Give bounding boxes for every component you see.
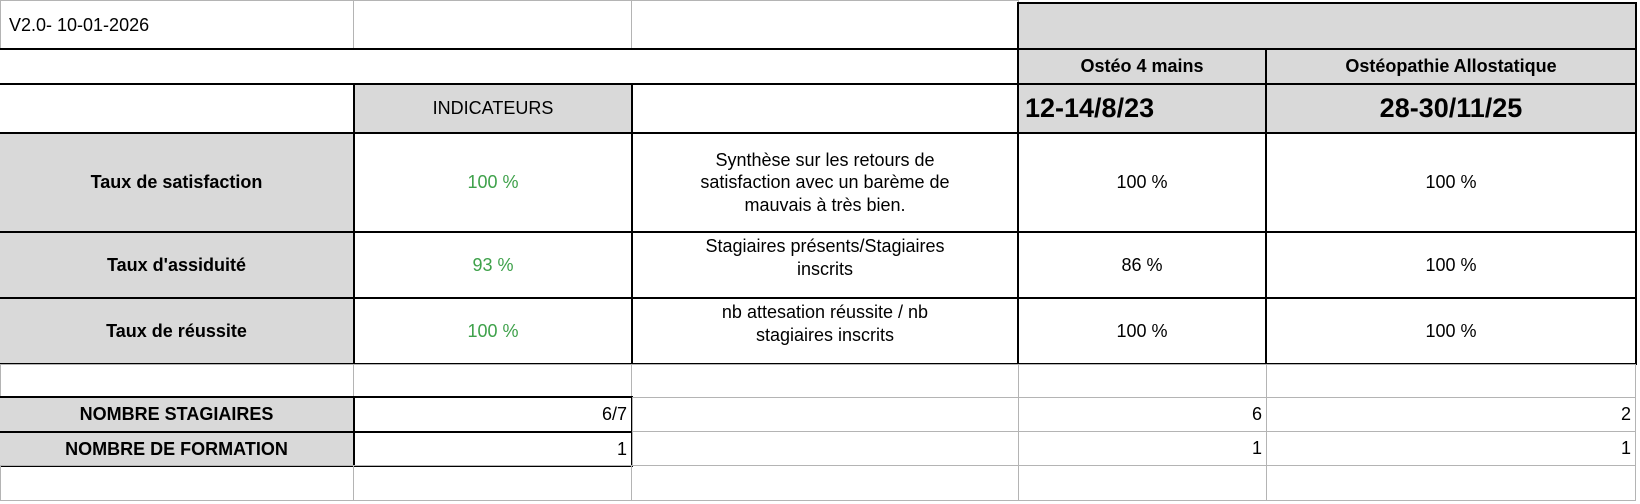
training-dates: 12-14/8/23 <box>1025 92 1155 123</box>
indicator-value: 93 % <box>472 254 514 275</box>
empty-cell[interactable] <box>632 431 1019 466</box>
version-cell[interactable]: V2.0- 10-01-2026 <box>0 0 354 50</box>
empty-cell[interactable] <box>0 83 355 134</box>
empty-cell[interactable] <box>1266 364 1636 398</box>
indicator-value: 100 % <box>467 172 519 193</box>
value-cell[interactable]: 1 <box>1018 431 1267 466</box>
value-cell[interactable]: 2 <box>1266 397 1636 432</box>
value-cell[interactable]: 100 % <box>1265 231 1637 299</box>
description-line: satisfaction avec un barème de <box>700 172 950 193</box>
value-cell[interactable]: 100 % <box>1265 132 1637 233</box>
training-dates: 28-30/11/25 <box>1379 92 1523 123</box>
empty-cell[interactable] <box>631 465 1019 501</box>
description-line: Synthèse sur les retours de <box>715 149 935 170</box>
value: 2 <box>1620 404 1631 425</box>
empty-cell[interactable] <box>631 83 1019 134</box>
value: 6 <box>1251 404 1262 425</box>
description-line: nb attesation réussite / nb <box>721 302 929 322</box>
empty-cell[interactable] <box>0 364 354 398</box>
row-label-cell[interactable]: Taux d'assiduité <box>0 231 355 299</box>
value-cell[interactable]: 100 % <box>1017 297 1267 365</box>
value: 100 % <box>1116 172 1168 193</box>
empty-cell[interactable] <box>353 364 632 398</box>
row-label-cell[interactable]: Taux de satisfaction <box>0 132 355 233</box>
value: 100 % <box>1425 172 1477 193</box>
header-merged-cell[interactable] <box>1017 2 1637 50</box>
value: 1 <box>1620 438 1631 459</box>
empty-cell[interactable] <box>1266 465 1636 501</box>
description-cell[interactable]: nb attesation réussite / nb stagiaires in… <box>631 297 1019 365</box>
training-name-cell[interactable]: Ostéopathie Allostatique <box>1265 48 1637 85</box>
description-line: mauvais à très bien. <box>744 194 906 215</box>
totals-label: NOMBRE STAGIAIRES <box>79 404 274 425</box>
empty-cell[interactable] <box>353 0 632 50</box>
empty-cell[interactable] <box>1018 465 1267 501</box>
empty-cell[interactable] <box>1018 364 1267 398</box>
row-label-cell[interactable]: Taux de réussite <box>0 297 355 365</box>
description-line: stagiaires inscrits <box>755 324 895 345</box>
value-cell[interactable]: 6 <box>1018 397 1267 432</box>
description-line: inscrits <box>796 258 853 279</box>
training-name: Ostéo 4 mains <box>1080 56 1204 77</box>
empty-merged-cell[interactable] <box>0 48 1019 85</box>
value: 86 % <box>1121 254 1163 275</box>
training-dates-cell[interactable]: 12-14/8/23 <box>1017 83 1267 134</box>
indicators-header-cell[interactable]: INDICATEURS <box>353 83 633 134</box>
value: 1 <box>1251 438 1262 459</box>
empty-cell[interactable] <box>631 364 1019 398</box>
empty-cell[interactable] <box>631 0 1019 50</box>
totals-value: 6/7 <box>601 404 627 425</box>
indicator-value-cell[interactable]: 93 % <box>353 231 633 299</box>
row-label: Taux d'assiduité <box>107 254 246 275</box>
version-text: V2.0- 10-01-2026 <box>9 14 150 35</box>
training-name: Ostéopathie Allostatique <box>1345 56 1557 77</box>
row-label: Taux de satisfaction <box>90 172 263 193</box>
value-cell[interactable]: 86 % <box>1017 231 1267 299</box>
description-cell[interactable]: Stagiaires présents/Stagiaires inscrits <box>631 231 1019 299</box>
totals-label-cell[interactable]: NOMBRE STAGIAIRES <box>0 396 355 433</box>
row-label: Taux de réussite <box>106 320 247 341</box>
empty-cell[interactable] <box>632 397 1019 432</box>
indicators-header: INDICATEURS <box>432 98 554 119</box>
description-cell[interactable]: Synthèse sur les retours de satisfaction … <box>631 132 1019 233</box>
value: 100 % <box>1425 254 1477 275</box>
value-cell[interactable]: 100 % <box>1265 297 1637 365</box>
totals-value-cell[interactable]: 1 <box>353 431 633 467</box>
empty-cell[interactable] <box>353 465 632 501</box>
training-name-cell[interactable]: Ostéo 4 mains <box>1017 48 1267 85</box>
value-cell[interactable]: 1 <box>1266 431 1636 466</box>
indicator-value-cell[interactable]: 100 % <box>353 132 633 233</box>
value: 100 % <box>1116 320 1168 341</box>
totals-value-cell[interactable]: 6/7 <box>353 396 633 433</box>
totals-value: 1 <box>616 438 627 459</box>
indicator-value: 100 % <box>467 320 519 341</box>
totals-label-cell[interactable]: NOMBRE DE FORMATION <box>0 431 355 467</box>
training-dates-cell[interactable]: 28-30/11/25 <box>1265 83 1637 134</box>
empty-cell[interactable] <box>0 465 354 501</box>
description-line: Stagiaires présents/Stagiaires <box>705 236 945 256</box>
totals-label: NOMBRE DE FORMATION <box>65 438 288 459</box>
indicator-value-cell[interactable]: 100 % <box>353 297 633 365</box>
value-cell[interactable]: 100 % <box>1017 132 1267 233</box>
value: 100 % <box>1425 320 1477 341</box>
